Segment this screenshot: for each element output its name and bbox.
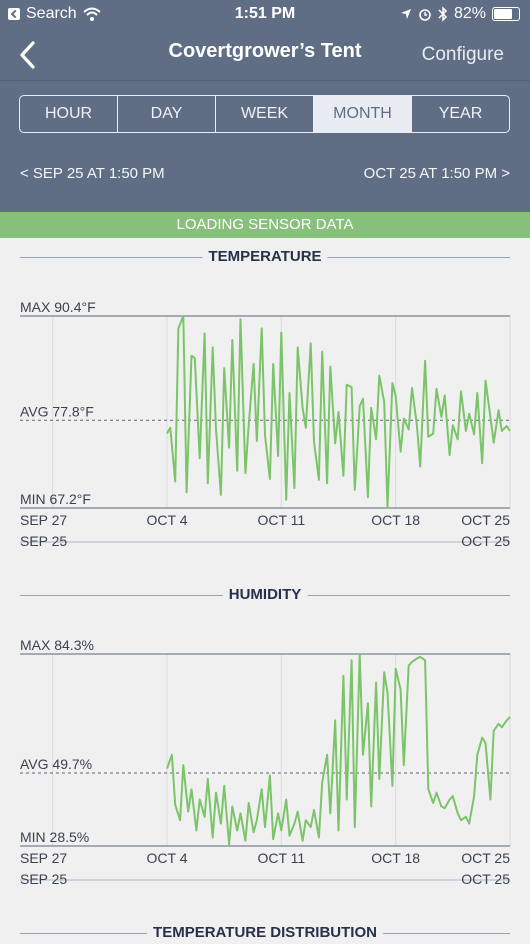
x-tick-label: OCT 18	[371, 512, 420, 528]
time-range-tabs: HOUR DAY WEEK MONTH YEAR	[19, 95, 510, 133]
x-tick-label: SEP 27	[20, 850, 67, 866]
battery-icon	[492, 7, 520, 21]
back-chevron-icon[interactable]	[14, 40, 44, 70]
battery-percent: 82%	[453, 5, 486, 22]
tab-year[interactable]: YEAR	[438, 105, 483, 122]
configure-button[interactable]: Configure	[421, 44, 504, 65]
humidity-chart-svg: MAX 84.3% AVG 49.7% MIN 28.5% SEP 27 OCT 4 OC…	[20, 637, 511, 887]
max-label: MAX 90.4°F	[20, 299, 96, 315]
range-end-label: OCT 25	[461, 533, 510, 549]
loading-banner: LOADING SENSOR DATA	[0, 212, 530, 238]
tab-hour[interactable]: HOUR	[20, 96, 118, 132]
series-line	[166, 653, 511, 846]
back-to-app-label[interactable]: Search	[26, 5, 77, 22]
range-end-button[interactable]: OCT 25 AT 1:50 PM >	[363, 165, 510, 182]
x-tick-label: OCT 11	[257, 512, 305, 528]
humidity-section-title: HUMIDITY	[20, 586, 510, 606]
max-label: MAX 84.3%	[20, 637, 94, 653]
x-tick-label: OCT 18	[371, 850, 420, 866]
temperature-section-title: TEMPERATURE	[20, 248, 510, 268]
tab-day[interactable]: DAY	[118, 96, 216, 132]
status-bar: Search 1:51 PM 82%	[0, 0, 530, 28]
x-tick-label: OCT 11	[257, 850, 305, 866]
range-start-label: SEP 25	[20, 533, 67, 549]
x-tick-label: OCT 4	[147, 850, 188, 866]
avg-label: AVG 77.8°F	[20, 403, 94, 419]
temperature-chart: MAX 90.4°F AVG 77.8°F MIN 67.2°F SEP 27 OCT …	[0, 296, 530, 556]
range-start-button[interactable]: < SEP 25 AT 1:50 PM	[20, 165, 165, 182]
x-tick-label: OCT 25	[461, 512, 510, 528]
header: Search 1:51 PM 82% Covertgrower’s Tent C…	[0, 0, 530, 212]
avg-label: AVG 49.7%	[20, 756, 92, 772]
temperature-distribution-title: TEMPERATURE DISTRIBUTION	[20, 924, 510, 944]
min-label: MIN 28.5%	[20, 829, 89, 845]
alarm-icon	[419, 9, 431, 21]
series-line	[166, 315, 511, 509]
nav-bar: Covertgrower’s Tent Configure	[0, 30, 530, 78]
header-divider	[0, 80, 530, 81]
range-start-label: SEP 25	[20, 871, 67, 887]
humidity-chart: MAX 84.3% AVG 49.7% MIN 28.5% SEP 27 OCT 4 OC…	[0, 634, 530, 894]
min-label: MIN 67.2°F	[20, 491, 91, 507]
tab-week[interactable]: WEEK	[216, 96, 314, 132]
temperature-chart-svg: MAX 90.4°F AVG 77.8°F MIN 67.2°F SEP 27 OCT …	[20, 299, 511, 549]
range-end-label: OCT 25	[461, 871, 510, 887]
tab-month[interactable]: MONTH	[314, 96, 412, 132]
location-icon	[400, 9, 411, 19]
back-to-app-icon[interactable]	[8, 8, 20, 20]
wifi-icon	[83, 7, 101, 21]
x-tick-label: SEP 27	[20, 512, 67, 528]
x-tick-label: OCT 25	[461, 850, 510, 866]
x-tick-label: OCT 4	[147, 512, 188, 528]
bluetooth-icon	[438, 6, 448, 22]
